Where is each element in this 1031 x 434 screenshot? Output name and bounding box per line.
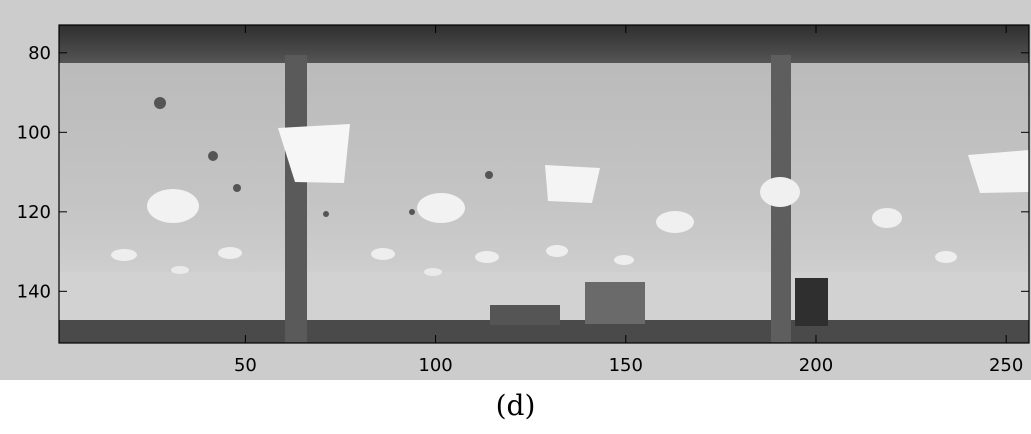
ceiling-fixture	[154, 97, 166, 109]
figure-caption: (d)	[495, 389, 536, 422]
ceiling-light	[546, 245, 568, 257]
ceiling-fixture	[233, 184, 241, 192]
y-tick-label: 80	[28, 43, 51, 64]
x-tick-label: 50	[234, 355, 257, 376]
ceiling-fixture	[485, 171, 493, 179]
ceiling-light	[171, 266, 189, 274]
ceiling-beam-band	[59, 25, 1029, 63]
y-tick-label: 140	[17, 281, 51, 302]
ceiling-fixture	[409, 209, 415, 215]
x-tick-label: 150	[609, 355, 643, 376]
ceiling-light	[424, 268, 442, 276]
plot-frame	[58, 24, 1030, 344]
ceiling-fixture	[208, 151, 218, 161]
ceiling-light	[545, 165, 600, 203]
ceiling-light	[475, 251, 499, 263]
ceiling-light	[111, 249, 137, 261]
ceiling-light	[614, 255, 634, 265]
pillar-left	[285, 55, 307, 343]
ceiling-light	[760, 177, 800, 207]
x-axis: 50 100 150 200 250	[234, 25, 1023, 376]
office-cabinet	[585, 282, 645, 324]
ceiling-light	[656, 211, 694, 233]
x-tick-label: 100	[418, 355, 452, 376]
ceiling-light	[371, 248, 395, 260]
x-tick-label: 250	[989, 355, 1023, 376]
office-cabinet	[795, 278, 828, 326]
y-axis: 80 100 120 140	[17, 43, 1029, 302]
y-tick-label: 120	[17, 202, 51, 223]
chart-svg: 50 100 150 200 250 80 100 120 140	[17, 24, 1030, 376]
x-tick-label: 200	[799, 355, 833, 376]
y-tick-label: 100	[17, 122, 51, 143]
ceiling-fixture	[323, 211, 329, 217]
ceiling-light	[278, 124, 350, 183]
ceiling-light	[218, 247, 242, 259]
ceiling-light	[968, 150, 1029, 193]
ceiling-light	[935, 251, 957, 263]
ceiling-light	[872, 208, 902, 228]
ceiling-light	[147, 189, 199, 223]
ceiling-light	[417, 193, 465, 223]
office-cabinet	[490, 305, 560, 325]
image-content	[59, 25, 1029, 343]
